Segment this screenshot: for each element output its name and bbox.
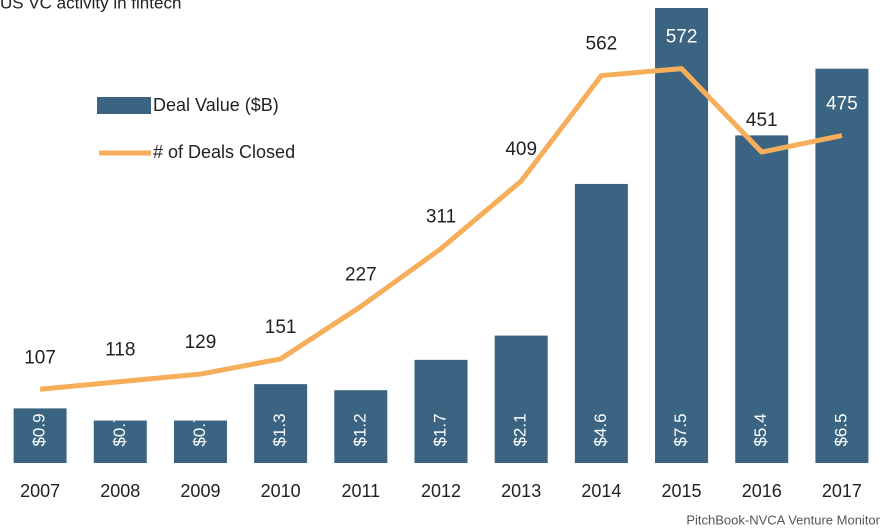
line-value-label: 151: [265, 317, 297, 338]
line-value-label: 572: [666, 27, 698, 48]
bar: [93, 420, 147, 463]
bar-value-label: $0.7: [110, 413, 129, 446]
line-value-label: 409: [505, 139, 537, 160]
line-value-label: 118: [105, 340, 135, 361]
legend-swatch: [97, 97, 151, 114]
x-tick-label: 2016: [742, 481, 782, 501]
bar-value-label: $2.1: [511, 413, 530, 446]
x-tick-label: 2013: [501, 481, 541, 501]
bar-value-label: $1.3: [270, 413, 289, 446]
line-value-label: 451: [746, 110, 778, 131]
legend-label: Deal Value ($B): [153, 95, 279, 115]
bar: [173, 420, 227, 463]
bar-value-label: $0.9: [30, 413, 49, 446]
line: [39, 66, 843, 392]
x-tick-label: 2010: [261, 481, 301, 501]
line-value-label: 227: [345, 265, 377, 286]
bar-value-label: $1.2: [350, 413, 369, 446]
x-tick-label: 2011: [341, 481, 380, 501]
bar: [13, 408, 67, 463]
x-tick-label: 2008: [100, 481, 140, 501]
bar: [735, 135, 789, 463]
bar-value-label: $1.7: [430, 413, 449, 446]
line-value-label: 107: [24, 347, 56, 368]
bar: [254, 384, 308, 463]
bar-value-label: $4.6: [591, 413, 610, 446]
bar: [815, 68, 869, 464]
bar: [494, 335, 548, 463]
bar: [414, 359, 468, 463]
bar: [334, 390, 388, 463]
x-tick-label: 2012: [421, 481, 461, 501]
x-tick-label: 2007: [20, 481, 60, 501]
x-tick-label: 2009: [180, 481, 220, 501]
bar-value-label: $6.5: [831, 413, 850, 446]
source: PitchBook-NVCA Venture Monitor: [686, 512, 880, 527]
line-value-label: 311: [426, 207, 456, 228]
line-value-label: 562: [586, 34, 618, 55]
chart-title: US VC activity in fintech: [0, 0, 181, 12]
bar-value-label: $5.4: [751, 413, 770, 446]
x-tick-label: 2014: [581, 481, 621, 501]
bar: [655, 8, 709, 463]
bar-value-label: $0.7: [190, 413, 209, 446]
x-tick-label: 2015: [662, 481, 702, 501]
x-tick-label: 2017: [822, 481, 862, 501]
line-value-label: 475: [826, 94, 858, 115]
line-value-label: 129: [185, 332, 217, 353]
legend-label: # of Deals Closed: [153, 142, 295, 162]
bar-value-label: $7.5: [671, 413, 690, 446]
bar: [574, 183, 628, 463]
